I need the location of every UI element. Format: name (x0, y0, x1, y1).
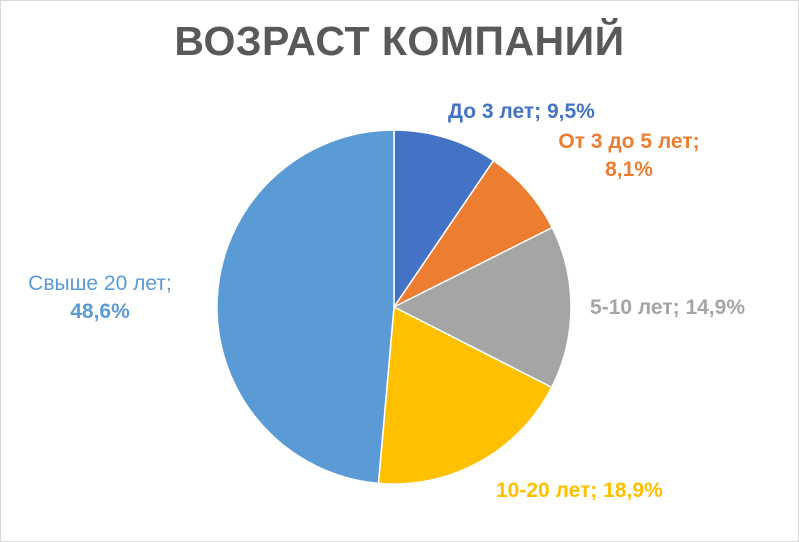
pie-slice-3 (377, 305, 553, 485)
slice-1-name: От 3 до 5 лет (558, 130, 693, 153)
slice-1-value: 8,1% (605, 158, 653, 181)
data-label-slice-4: Свыше 20 лет; 48,6% (8, 270, 192, 326)
slice-4-name: Свыше 20 лет (28, 272, 166, 295)
slice-4-value: 48,6% (70, 300, 130, 323)
pie-slice-4 (216, 129, 395, 485)
pie-slice-0 (393, 129, 495, 310)
slice-2-value: 14,9% (685, 296, 745, 319)
slice-3-value: 18,9% (603, 479, 663, 502)
chart-title: ВОЗРАСТ КОМПАНИЙ (174, 18, 625, 64)
data-label-slice-1: От 3 до 5 лет; 8,1% (542, 128, 716, 184)
slice-0-name: До 3 лет (448, 100, 535, 123)
slice-0-value: 9,5% (546, 100, 595, 123)
data-label-slice-2: 5-10 лет; 14,9% (590, 296, 745, 319)
data-label-slice-0: До 3 лет; 9,5% (448, 100, 595, 123)
pie-slice-1 (391, 159, 554, 309)
data-label-slice-3: 10-20 лет; 18,9% (496, 479, 663, 502)
slice-3-name: 10-20 лет (496, 479, 591, 502)
slice-2-name: 5-10 лет (590, 296, 673, 319)
pie-slice-2 (392, 226, 572, 389)
